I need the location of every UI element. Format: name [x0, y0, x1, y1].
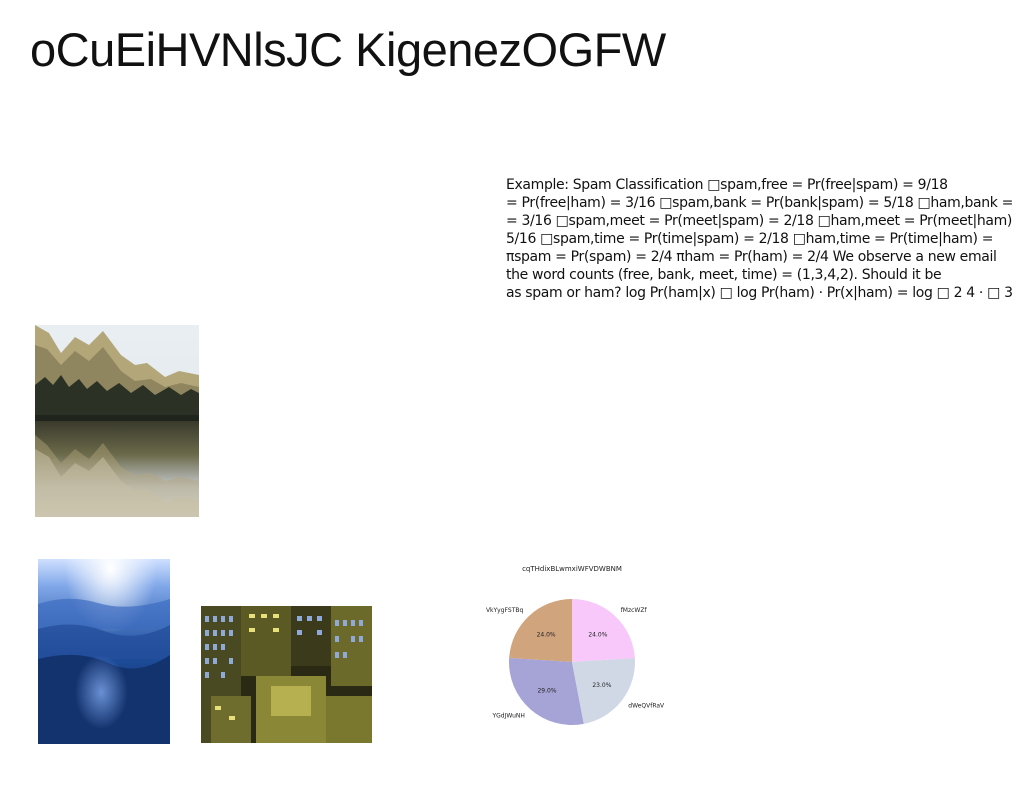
- blue-forest-photo: [38, 559, 170, 744]
- pie-category-label-dWeQVfRaV: dWeQVfRaV: [628, 703, 665, 710]
- spam-classification-text: Example: Spam Classification □spam,free …: [506, 176, 1020, 306]
- text-line-5: πspam = Pr(spam) = 2/4 πham = Pr(ham) = …: [506, 249, 997, 265]
- pie-slice-YGdJWuNH: [508, 658, 584, 725]
- pie-pct-label-dWeQVfRaV: 23.0%: [592, 682, 611, 689]
- text-line-3: = 3/16 □spam,meet = Pr(meet|spam) = 2/18…: [506, 213, 1013, 229]
- text-line-7: as spam or ham? log Pr(ham|x) □ log Pr(h…: [506, 285, 1013, 301]
- pie-slice-VkYygFSTBq: [509, 599, 572, 662]
- city-rooftops-photo: [201, 606, 372, 743]
- pie-pct-label-fMzcWZf: 24.0%: [588, 631, 607, 638]
- pie-category-label-VkYygFSTBq: VkYygFSTBq: [486, 607, 524, 614]
- text-line-1: Example: Spam Classification □spam,free …: [506, 177, 948, 193]
- pie-slice-dWeQVfRaV: [572, 658, 636, 724]
- chart-title: cqTHdixBLwmxiWFVDWBNM: [522, 565, 622, 573]
- mountain-lake-photo: [35, 325, 199, 517]
- pie-pct-label-YGdJWuNH: 29.0%: [537, 687, 556, 694]
- text-line-4: 5/16 □spam,time = Pr(time|spam) = 2/18 □…: [506, 231, 994, 247]
- pie-chart: cqTHdixBLwmxiWFVDWBNM 24.0% VkYygFSTBq 29.…: [470, 558, 690, 768]
- pie-slice-fMzcWZf: [572, 599, 635, 662]
- text-line-6: the word counts (free, bank, meet, time)…: [506, 267, 942, 283]
- pie-category-label-YGdJWuNH: YGdJWuNH: [491, 712, 524, 719]
- pie-category-label-fMzcWZf: fMzcWZf: [621, 607, 648, 614]
- page-title: oCuEiHVNlsJC KigenezOGFW: [30, 23, 666, 76]
- pie-pct-label-VkYygFSTBq: 24.0%: [537, 631, 556, 638]
- text-line-2: = Pr(free|ham) = 3/16 □spam,bank = Pr(ba…: [506, 195, 1014, 211]
